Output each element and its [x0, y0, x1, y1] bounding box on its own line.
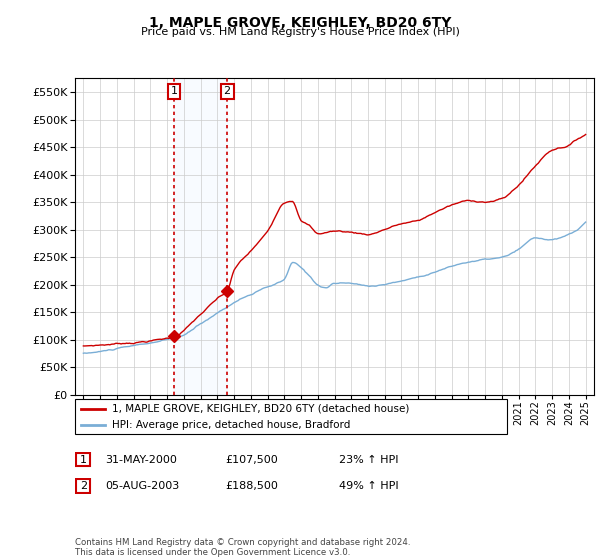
Text: £188,500: £188,500 — [225, 481, 278, 491]
FancyBboxPatch shape — [76, 453, 91, 466]
Text: 1, MAPLE GROVE, KEIGHLEY, BD20 6TY (detached house): 1, MAPLE GROVE, KEIGHLEY, BD20 6TY (deta… — [112, 404, 409, 414]
Text: 2: 2 — [224, 86, 231, 96]
Text: Contains HM Land Registry data © Crown copyright and database right 2024.
This d: Contains HM Land Registry data © Crown c… — [75, 538, 410, 557]
Text: £107,500: £107,500 — [225, 455, 278, 465]
Text: 05-AUG-2003: 05-AUG-2003 — [105, 481, 179, 491]
Text: HPI: Average price, detached house, Bradford: HPI: Average price, detached house, Brad… — [112, 419, 350, 430]
Text: 31-MAY-2000: 31-MAY-2000 — [105, 455, 177, 465]
Text: 1, MAPLE GROVE, KEIGHLEY, BD20 6TY: 1, MAPLE GROVE, KEIGHLEY, BD20 6TY — [149, 16, 451, 30]
Text: 23% ↑ HPI: 23% ↑ HPI — [339, 455, 398, 465]
Text: 1: 1 — [170, 86, 178, 96]
FancyBboxPatch shape — [76, 479, 91, 493]
Text: 49% ↑ HPI: 49% ↑ HPI — [339, 481, 398, 491]
Text: 1: 1 — [80, 455, 87, 465]
Text: 2: 2 — [80, 481, 87, 491]
Text: Price paid vs. HM Land Registry's House Price Index (HPI): Price paid vs. HM Land Registry's House … — [140, 27, 460, 37]
Bar — [174, 78, 227, 395]
